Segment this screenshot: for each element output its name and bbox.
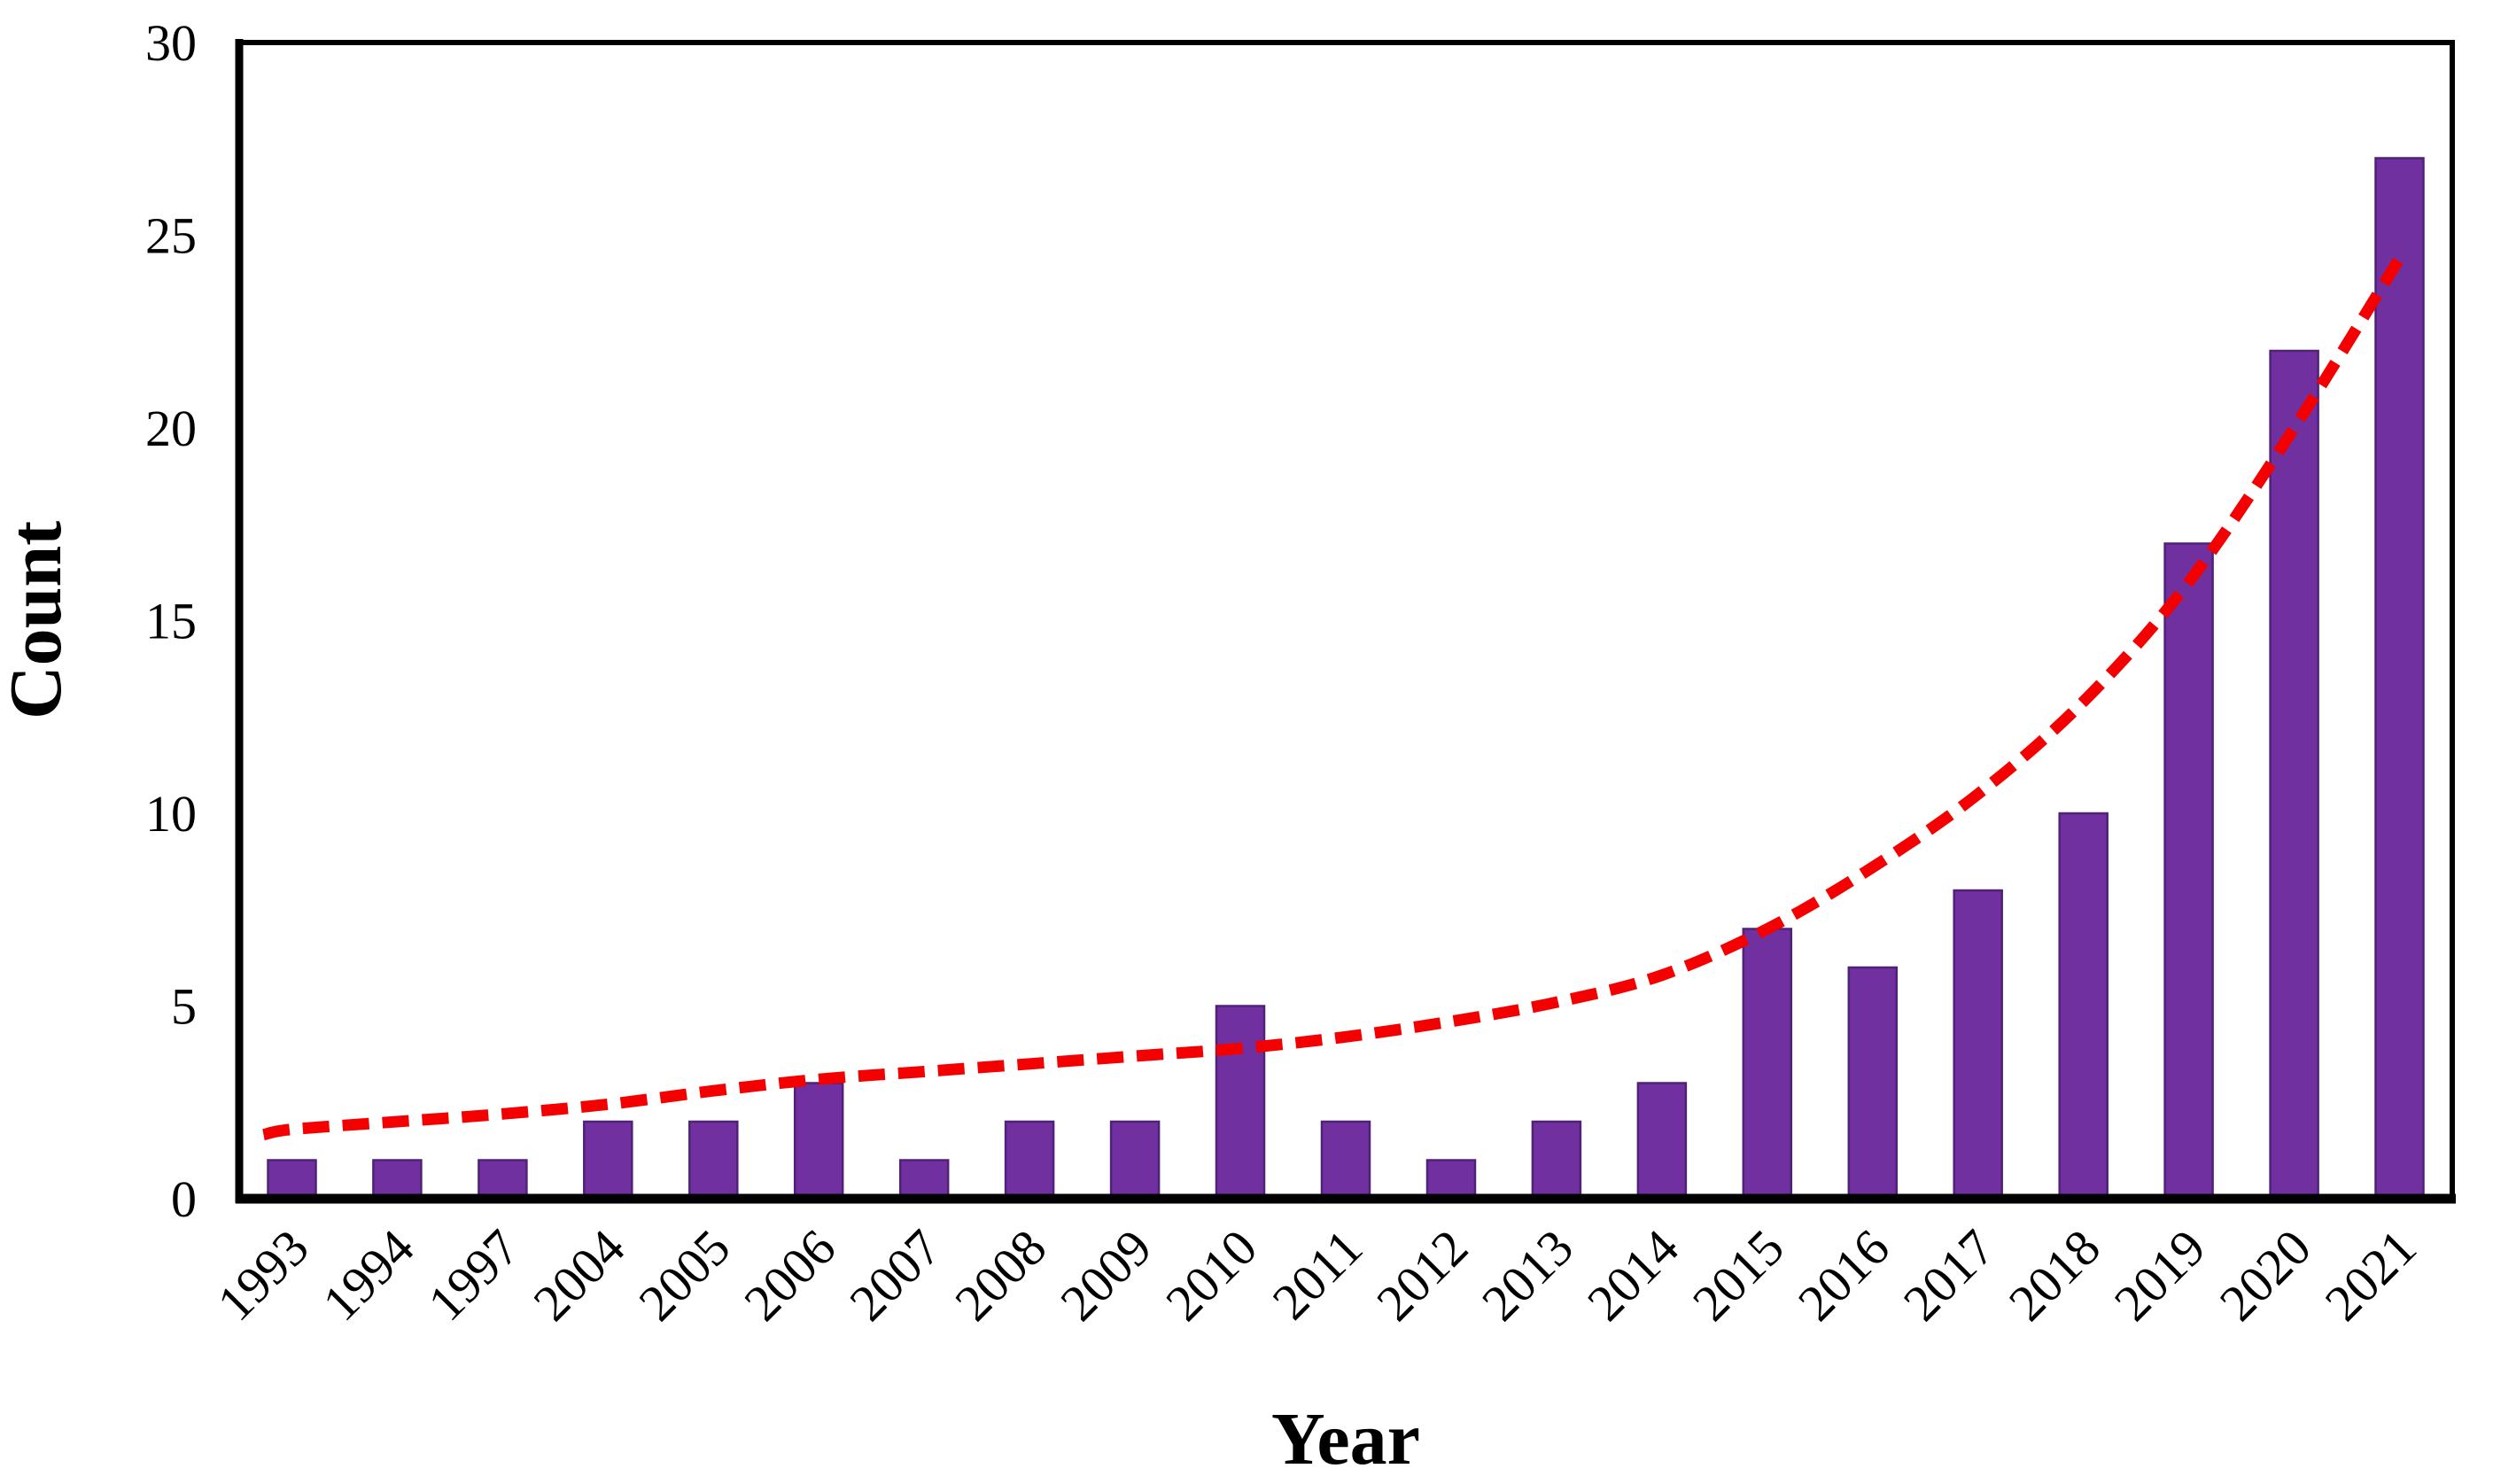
bar-2015 — [1742, 928, 1793, 1200]
x-tick-2004: 2004 — [523, 1218, 636, 1332]
x-tick-1993: 1993 — [206, 1218, 320, 1332]
x-axis-tick-labels: 1993199419972004200520062007200820092010… — [206, 1218, 2427, 1332]
bar-1993 — [267, 1159, 317, 1200]
bar-1997 — [478, 1159, 528, 1200]
x-tick-2018: 2018 — [1998, 1218, 2111, 1332]
x-tick-2016: 2016 — [1787, 1218, 1900, 1332]
y-tick-20: 20 — [145, 400, 197, 457]
x-tick-2019: 2019 — [2103, 1218, 2217, 1332]
x-tick-2007: 2007 — [838, 1218, 951, 1332]
bar-2018 — [2058, 812, 2109, 1200]
bar-2012 — [1425, 1159, 1477, 1200]
x-tick-2009: 2009 — [1049, 1218, 1162, 1332]
plot-frame — [237, 40, 2455, 1201]
bar-2009 — [1109, 1120, 1161, 1200]
x-tick-2014: 2014 — [1576, 1218, 1689, 1332]
bar-2020 — [2269, 349, 2319, 1200]
y-tick-0: 0 — [171, 1170, 197, 1228]
x-tick-2006: 2006 — [733, 1218, 846, 1332]
x-tick-2008: 2008 — [944, 1218, 1057, 1332]
bar-2016 — [1847, 966, 1899, 1200]
x-tick-1994: 1994 — [312, 1218, 425, 1332]
y-axis-title: Count — [0, 521, 77, 719]
x-tick-2010: 2010 — [1154, 1218, 1268, 1332]
x-tick-2015: 2015 — [1681, 1218, 1795, 1332]
y-tick-25: 25 — [145, 207, 197, 265]
x-tick-2005: 2005 — [628, 1218, 742, 1332]
bars-group — [267, 157, 2425, 1200]
y-tick-5: 5 — [171, 978, 197, 1036]
bar-2017 — [1953, 889, 2003, 1200]
trend-line — [262, 255, 2405, 1141]
bar-2010 — [1215, 1005, 1266, 1200]
bar-2005 — [688, 1120, 739, 1200]
x-tick-1997: 1997 — [417, 1218, 531, 1332]
x-tick-2012: 2012 — [1365, 1218, 1479, 1332]
bar-1994 — [372, 1159, 423, 1200]
y-tick-30: 30 — [145, 14, 197, 72]
bar-2013 — [1531, 1120, 1582, 1200]
x-tick-2021: 2021 — [2314, 1218, 2427, 1332]
x-tick-2017: 2017 — [1892, 1218, 2006, 1332]
x-tick-2011: 2011 — [1262, 1218, 1373, 1330]
bar-2008 — [1004, 1120, 1055, 1200]
bar-2021 — [2374, 157, 2425, 1200]
bar-2004 — [583, 1120, 633, 1200]
bar-2014 — [1636, 1082, 1688, 1200]
x-tick-2013: 2013 — [1471, 1218, 1584, 1332]
x-axis-title: Year — [1271, 1398, 1420, 1480]
bar-2019 — [2163, 542, 2214, 1200]
y-axis-tick-labels: 0 5 10 15 20 25 30 — [145, 14, 197, 1228]
bar-2007 — [898, 1159, 950, 1200]
bar-2006 — [793, 1082, 844, 1200]
y-tick-10: 10 — [145, 785, 197, 843]
bar-2011 — [1320, 1120, 1371, 1200]
x-tick-2020: 2020 — [2209, 1218, 2322, 1332]
y-tick-15: 15 — [145, 593, 197, 650]
